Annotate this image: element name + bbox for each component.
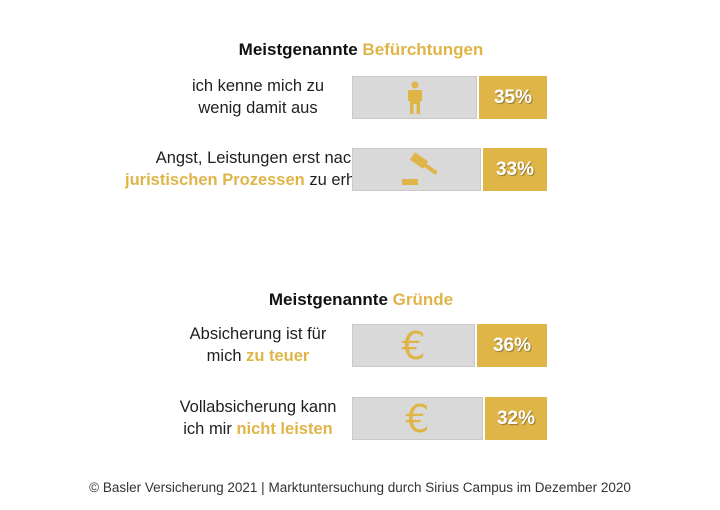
bar-label-line: Absicherung ist für — [190, 323, 327, 345]
bar-label: Vollabsicherung kann ich mir nicht leiste… — [180, 396, 337, 440]
bar-label-text: wenig damit aus — [198, 99, 318, 117]
footer-copyright: © Basler Versicherung 2021 | Marktunters… — [89, 480, 631, 495]
bar-label: Absicherung ist für mich zu teuer — [190, 323, 327, 367]
euro-icon: € — [352, 323, 475, 368]
bar-label-highlight: nicht leisten — [236, 420, 333, 438]
bar-value-label: 35% — [493, 86, 533, 108]
bar-value-fill — [485, 397, 547, 440]
bar-value-label: 33% — [495, 158, 535, 180]
bar-label-line: ich kenne mich zu — [192, 75, 324, 97]
bar: 33% — [352, 148, 547, 191]
section-title: Meistgenannte Befürchtungen — [239, 40, 484, 60]
bar: €32% — [352, 396, 547, 441]
bar-label-text: ich kenne mich zu — [191, 77, 325, 95]
euro-glyph: € — [401, 323, 426, 368]
section-title-text: Meistgenannte — [268, 290, 393, 309]
bar-label-line: mich zu teuer — [190, 345, 327, 367]
bar-label-text: mich — [206, 347, 247, 365]
bar-label-line: ich mir nicht leisten — [180, 418, 337, 440]
bar-label-line: wenig damit aus — [192, 97, 324, 119]
bar-background — [352, 397, 483, 440]
bar-label-text: ich mir — [183, 420, 237, 438]
bar-value-fill — [483, 148, 547, 191]
euro-icon: € — [352, 396, 483, 441]
section-title-text: Meistgenannte — [238, 40, 363, 59]
bar-background — [352, 324, 475, 367]
bar: €36% — [352, 323, 547, 368]
bar-label-text: Vollabsicherung kann — [179, 398, 337, 416]
person-icon — [352, 76, 477, 119]
section-title: Meistgenannte Gründe — [269, 290, 453, 310]
bar-label: ich kenne mich zu wenig damit aus — [192, 75, 324, 119]
bar-value-fill — [479, 76, 547, 119]
section-title-highlight: Befürchtungen — [362, 40, 484, 59]
bar-label-line: Vollabsicherung kann — [180, 396, 337, 418]
bar-value-label: 36% — [492, 334, 532, 356]
bar-label-highlight: juristischen Prozessen — [125, 171, 305, 189]
bar-label-text: Angst, Leistungen erst nach — [155, 149, 361, 167]
bar-value-fill — [477, 324, 547, 367]
bar-label-line: Angst, Leistungen erst nach — [125, 147, 391, 169]
gavel-icon — [352, 148, 481, 191]
bar-label-text: Absicherung ist für — [189, 325, 327, 343]
bar-value-label: 32% — [496, 407, 536, 429]
bar-label-highlight: zu teuer — [246, 347, 310, 365]
section-title-highlight: Gründe — [392, 290, 454, 309]
bar: 35% — [352, 76, 547, 119]
euro-glyph: € — [405, 396, 430, 441]
